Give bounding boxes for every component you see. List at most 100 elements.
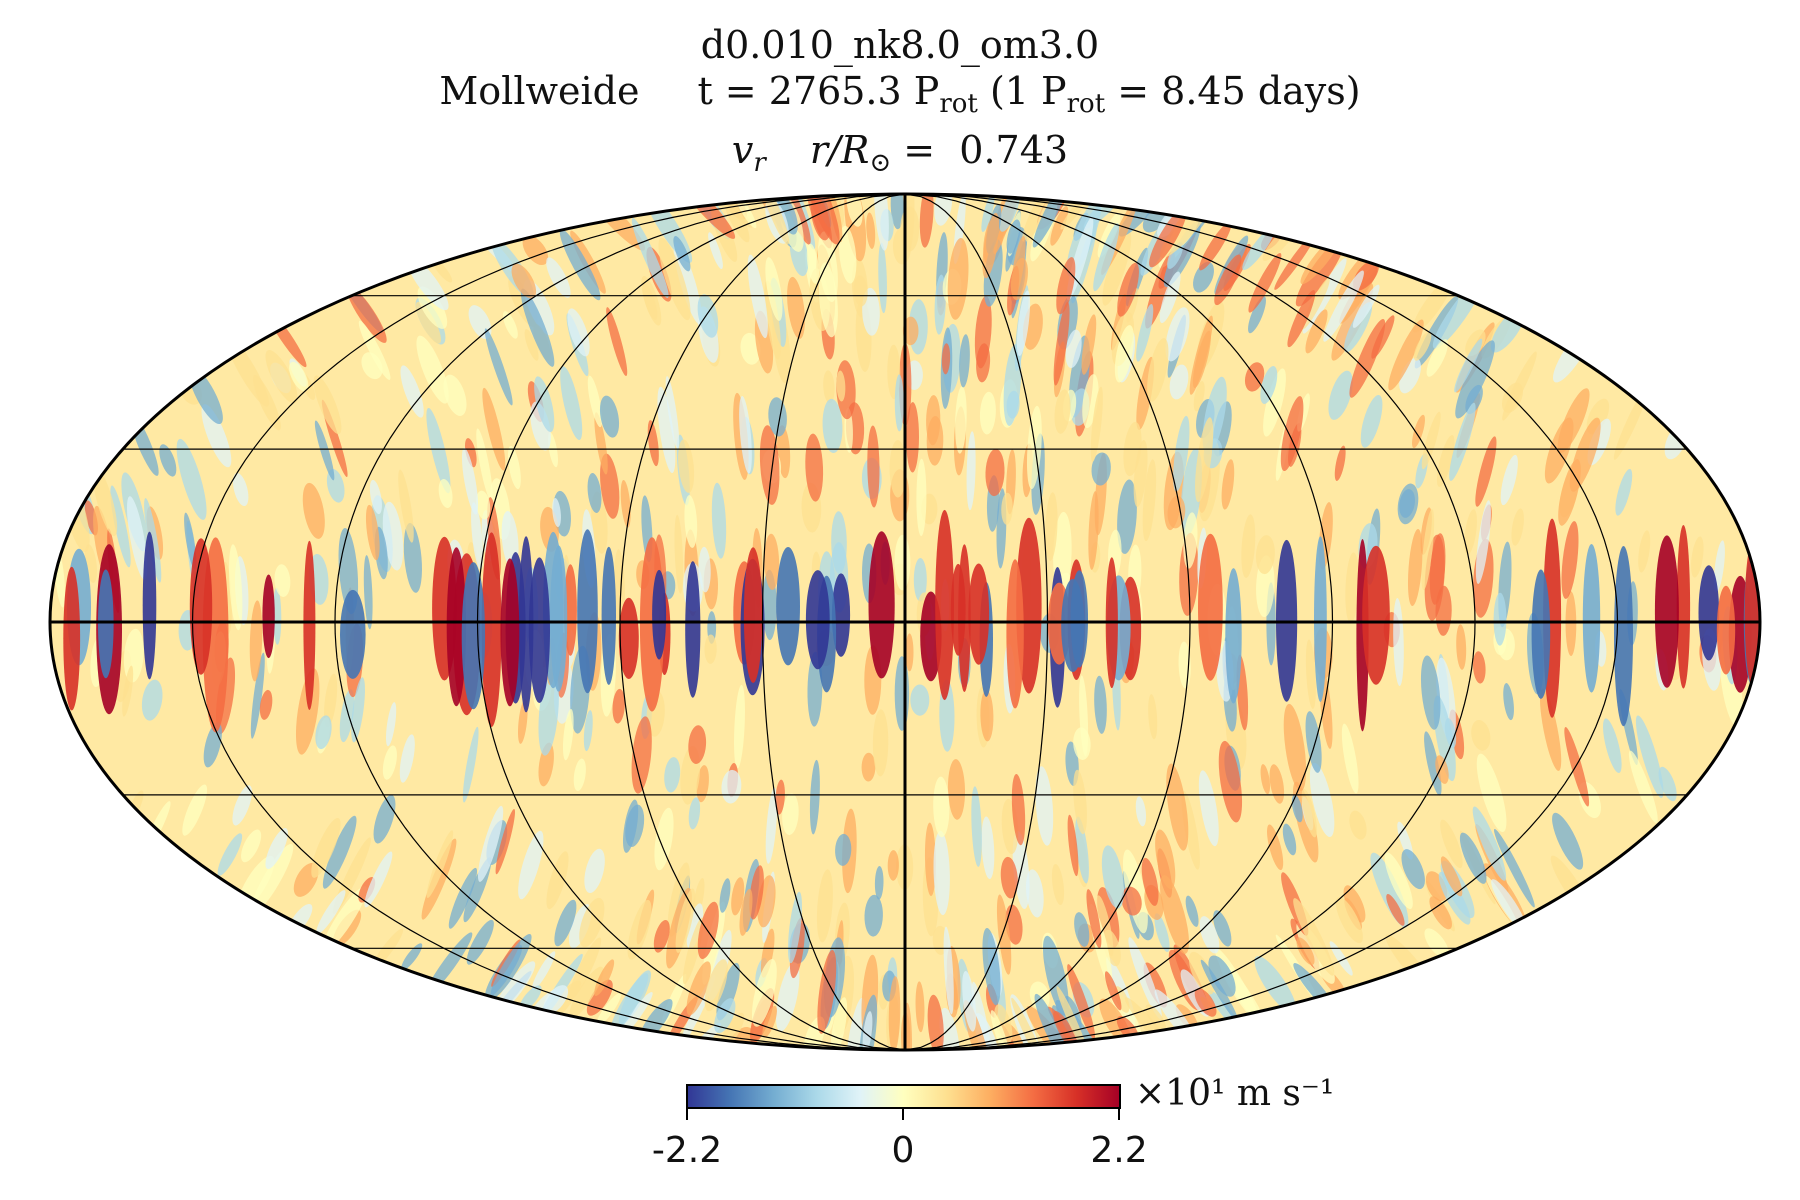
field-streak <box>1221 459 1235 510</box>
field-streak <box>1163 220 1201 288</box>
field-streak <box>853 275 868 307</box>
field-streak <box>495 808 516 875</box>
field-streak <box>1349 810 1367 840</box>
field-streak <box>1561 521 1579 599</box>
field-streak <box>426 407 451 494</box>
field-streak <box>775 962 800 1032</box>
field-streak <box>1424 928 1449 959</box>
field-streak <box>511 263 537 299</box>
field-streak <box>818 262 838 338</box>
field-streak <box>1301 277 1330 330</box>
field-streak <box>731 877 745 916</box>
field-streak <box>658 237 691 321</box>
field-streak <box>1429 896 1452 930</box>
field-streak <box>1050 206 1069 246</box>
field-streak <box>1426 339 1449 377</box>
field-streak <box>1135 796 1147 827</box>
field-streak <box>1117 262 1139 317</box>
field-streak <box>927 994 944 1050</box>
field-streak <box>1274 231 1317 290</box>
time-title: Mollweide t = 2765.3 Prot (1 Prot = 8.45 … <box>0 68 1800 127</box>
equatorial-cell <box>500 558 520 707</box>
field-streak <box>1465 329 1486 357</box>
field-streak <box>606 307 628 377</box>
field-streak <box>1412 277 1453 333</box>
field-streak <box>184 512 197 570</box>
field-streak <box>1454 338 1483 393</box>
field-streak <box>403 523 422 593</box>
radius-value: = 0.743 <box>903 128 1069 172</box>
equatorial-cell <box>618 597 639 680</box>
equatorial-cell <box>189 538 213 675</box>
field-streak <box>1081 314 1097 375</box>
field-streak <box>1000 856 1018 899</box>
field-streak <box>1088 491 1099 570</box>
field-streak <box>1399 357 1422 394</box>
field-streak <box>1456 624 1467 670</box>
equatorial-cell <box>1676 525 1691 689</box>
field-streak <box>587 473 602 513</box>
field-streak <box>346 285 387 343</box>
map-outline <box>48 192 1762 1052</box>
field-streak <box>1440 856 1463 897</box>
variable-symbol: v <box>731 128 754 172</box>
field-streak <box>1464 509 1477 555</box>
field-streak <box>92 467 118 537</box>
field-streak <box>1067 964 1096 1040</box>
field-streak <box>1334 445 1346 481</box>
field-streak <box>1552 812 1584 870</box>
field-streak <box>838 225 857 284</box>
sun-symbol: ⊙ <box>869 148 892 178</box>
run-name-title: d0.010_nk8.0_om3.0 <box>700 23 1100 67</box>
field-streak <box>426 830 454 898</box>
field-streak <box>522 235 549 266</box>
field-streak <box>749 865 764 920</box>
field-streak <box>1073 769 1087 835</box>
field-streak <box>874 194 889 251</box>
field-streak <box>1384 852 1413 910</box>
field-streak <box>448 867 478 929</box>
time-sub2: rot <box>1066 89 1106 119</box>
equatorial-cell <box>340 589 366 679</box>
field-streak <box>295 668 320 755</box>
field-streak <box>339 689 355 743</box>
field-streak <box>764 280 781 360</box>
field-streak <box>443 374 467 416</box>
field-streak <box>1199 916 1220 954</box>
field-streak <box>787 276 805 339</box>
field-streak <box>1500 454 1518 506</box>
field-streak <box>807 651 823 727</box>
field-streak <box>1565 591 1577 656</box>
field-streak <box>217 833 243 876</box>
field-streak <box>631 218 669 298</box>
field-streak <box>1193 381 1205 412</box>
variable-sub: r <box>753 148 766 178</box>
field-streak <box>1045 492 1058 561</box>
field-streak <box>777 195 798 235</box>
field-streak <box>1086 889 1102 949</box>
field-streak <box>1436 435 1455 487</box>
field-streak <box>697 901 719 960</box>
equatorial-cell <box>968 563 990 665</box>
field-streak <box>1345 552 1359 623</box>
field-streak <box>1323 270 1364 342</box>
field-streak <box>1166 763 1189 851</box>
field-streak <box>1001 492 1013 525</box>
field-streak <box>1167 495 1186 529</box>
field-streak <box>1167 242 1184 269</box>
field-streak <box>594 959 615 996</box>
field-streak <box>874 866 884 900</box>
field-streak <box>974 1013 1000 1050</box>
equatorial-cell <box>1698 565 1720 661</box>
equatorial-cell <box>518 536 534 713</box>
field-streak <box>1476 753 1507 832</box>
field-streak <box>289 361 309 392</box>
field-streak <box>1056 257 1076 315</box>
field-streak <box>265 350 298 404</box>
field-streak <box>1248 296 1266 334</box>
field-streak <box>316 890 346 935</box>
colorbar-min-label: -2.2 <box>652 1130 722 1171</box>
field-streak <box>1628 750 1658 824</box>
equatorial-cell <box>743 547 763 683</box>
field-streak <box>1255 535 1275 575</box>
